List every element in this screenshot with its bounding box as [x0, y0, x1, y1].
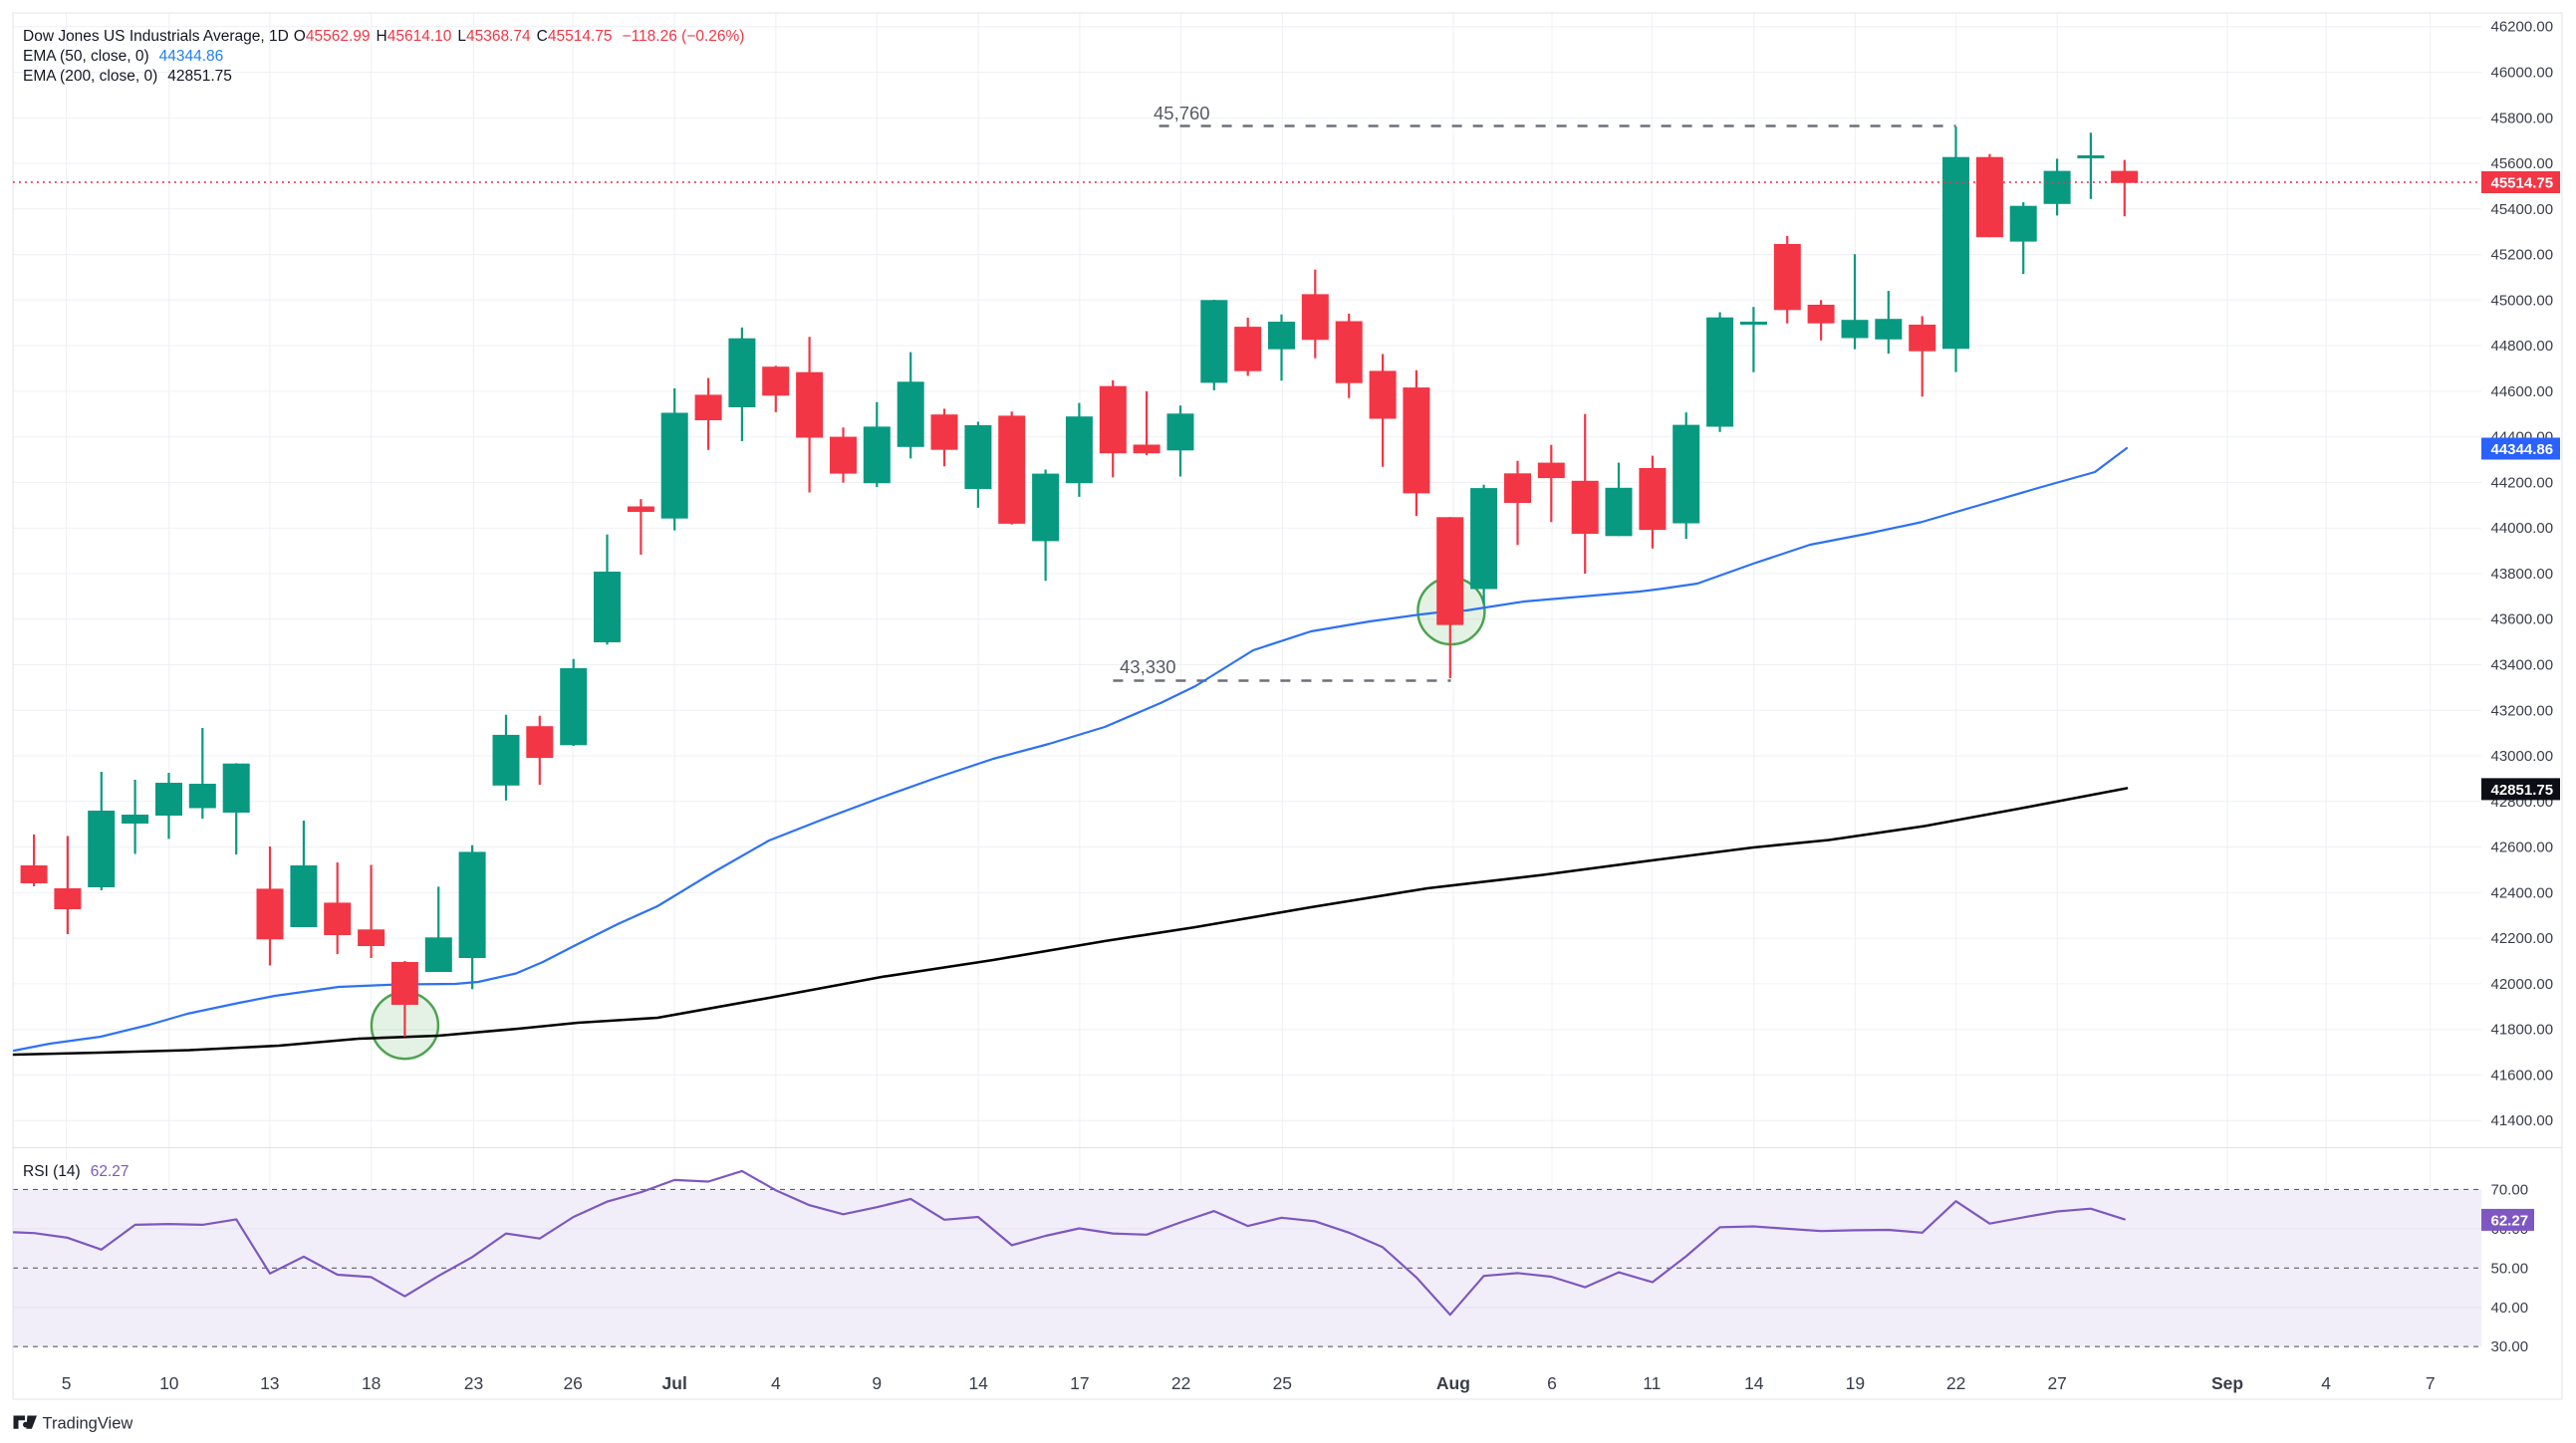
svg-text:43200.00: 43200.00 — [2491, 702, 2554, 719]
svg-text:43600.00: 43600.00 — [2491, 611, 2554, 628]
svg-text:Aug: Aug — [1436, 1373, 1470, 1393]
svg-text:6: 6 — [1547, 1373, 1557, 1393]
svg-text:22: 22 — [1171, 1373, 1190, 1393]
svg-text:44800.00: 44800.00 — [2491, 338, 2554, 355]
svg-text:46000.00: 46000.00 — [2491, 65, 2554, 82]
svg-text:43000.00: 43000.00 — [2491, 748, 2554, 765]
svg-text:42400.00: 42400.00 — [2491, 884, 2554, 901]
svg-text:26: 26 — [563, 1373, 582, 1393]
svg-text:4: 4 — [2321, 1373, 2331, 1393]
svg-text:41400.00: 41400.00 — [2491, 1112, 2554, 1129]
svg-text:Dow Jones US Industrials Avera: Dow Jones US Industrials Average, 1D O455… — [23, 28, 744, 45]
svg-text:Jul: Jul — [662, 1373, 687, 1393]
svg-text:25: 25 — [1273, 1373, 1292, 1393]
svg-text:45600.00: 45600.00 — [2491, 155, 2554, 172]
svg-text:14: 14 — [1744, 1373, 1764, 1393]
svg-text:5: 5 — [62, 1373, 72, 1393]
svg-text:27: 27 — [2047, 1373, 2066, 1393]
svg-text:9: 9 — [872, 1373, 882, 1393]
svg-text:11: 11 — [1643, 1373, 1661, 1393]
svg-text:14: 14 — [968, 1373, 988, 1393]
svg-text:40.00: 40.00 — [2491, 1300, 2529, 1317]
svg-text:42000.00: 42000.00 — [2491, 976, 2554, 993]
svg-text:22: 22 — [1946, 1373, 1965, 1393]
svg-text:42600.00: 42600.00 — [2491, 840, 2554, 856]
svg-text:70.00: 70.00 — [2491, 1181, 2529, 1198]
svg-text:42200.00: 42200.00 — [2491, 930, 2554, 947]
svg-text:44600.00: 44600.00 — [2491, 383, 2554, 400]
svg-text:45800.00: 45800.00 — [2491, 110, 2554, 126]
svg-text:45400.00: 45400.00 — [2491, 201, 2554, 218]
svg-text:45,760: 45,760 — [1154, 103, 1210, 123]
svg-text:4: 4 — [771, 1373, 781, 1393]
svg-text:44200.00: 44200.00 — [2491, 474, 2554, 491]
svg-text:41600.00: 41600.00 — [2491, 1067, 2554, 1083]
svg-text:45514.75: 45514.75 — [2491, 175, 2554, 192]
svg-text:19: 19 — [1846, 1373, 1865, 1393]
svg-text:43400.00: 43400.00 — [2491, 657, 2554, 674]
svg-text:Sep: Sep — [2211, 1373, 2243, 1393]
svg-text:23: 23 — [464, 1373, 483, 1393]
svg-text:41800.00: 41800.00 — [2491, 1022, 2554, 1039]
svg-text:7: 7 — [2426, 1373, 2436, 1393]
svg-text:43,330: 43,330 — [1120, 656, 1176, 677]
svg-text:18: 18 — [362, 1373, 381, 1393]
svg-text:EMA (200, close, 0)42851.75: EMA (200, close, 0) 42851.75 — [23, 68, 232, 85]
svg-text:EMA (50, close, 0)44344.86: EMA (50, close, 0) 44344.86 — [23, 48, 223, 65]
svg-text:45000.00: 45000.00 — [2491, 292, 2554, 309]
svg-text:44344.86: 44344.86 — [2491, 441, 2554, 458]
svg-text:50.00: 50.00 — [2491, 1260, 2529, 1277]
svg-text:13: 13 — [260, 1373, 279, 1393]
svg-text:30.00: 30.00 — [2491, 1338, 2529, 1355]
svg-text:RSI (14)62.27: RSI (14) 62.27 — [23, 1163, 129, 1180]
svg-text:46200.00: 46200.00 — [2491, 19, 2554, 36]
svg-text:TradingView: TradingView — [43, 1415, 133, 1433]
svg-text:43800.00: 43800.00 — [2491, 566, 2554, 583]
svg-text:45200.00: 45200.00 — [2491, 247, 2554, 264]
svg-text:44000.00: 44000.00 — [2491, 520, 2554, 537]
svg-text:10: 10 — [159, 1373, 179, 1393]
svg-text:17: 17 — [1070, 1373, 1089, 1393]
svg-text:42851.75: 42851.75 — [2491, 782, 2554, 799]
svg-text:62.27: 62.27 — [2491, 1212, 2529, 1229]
